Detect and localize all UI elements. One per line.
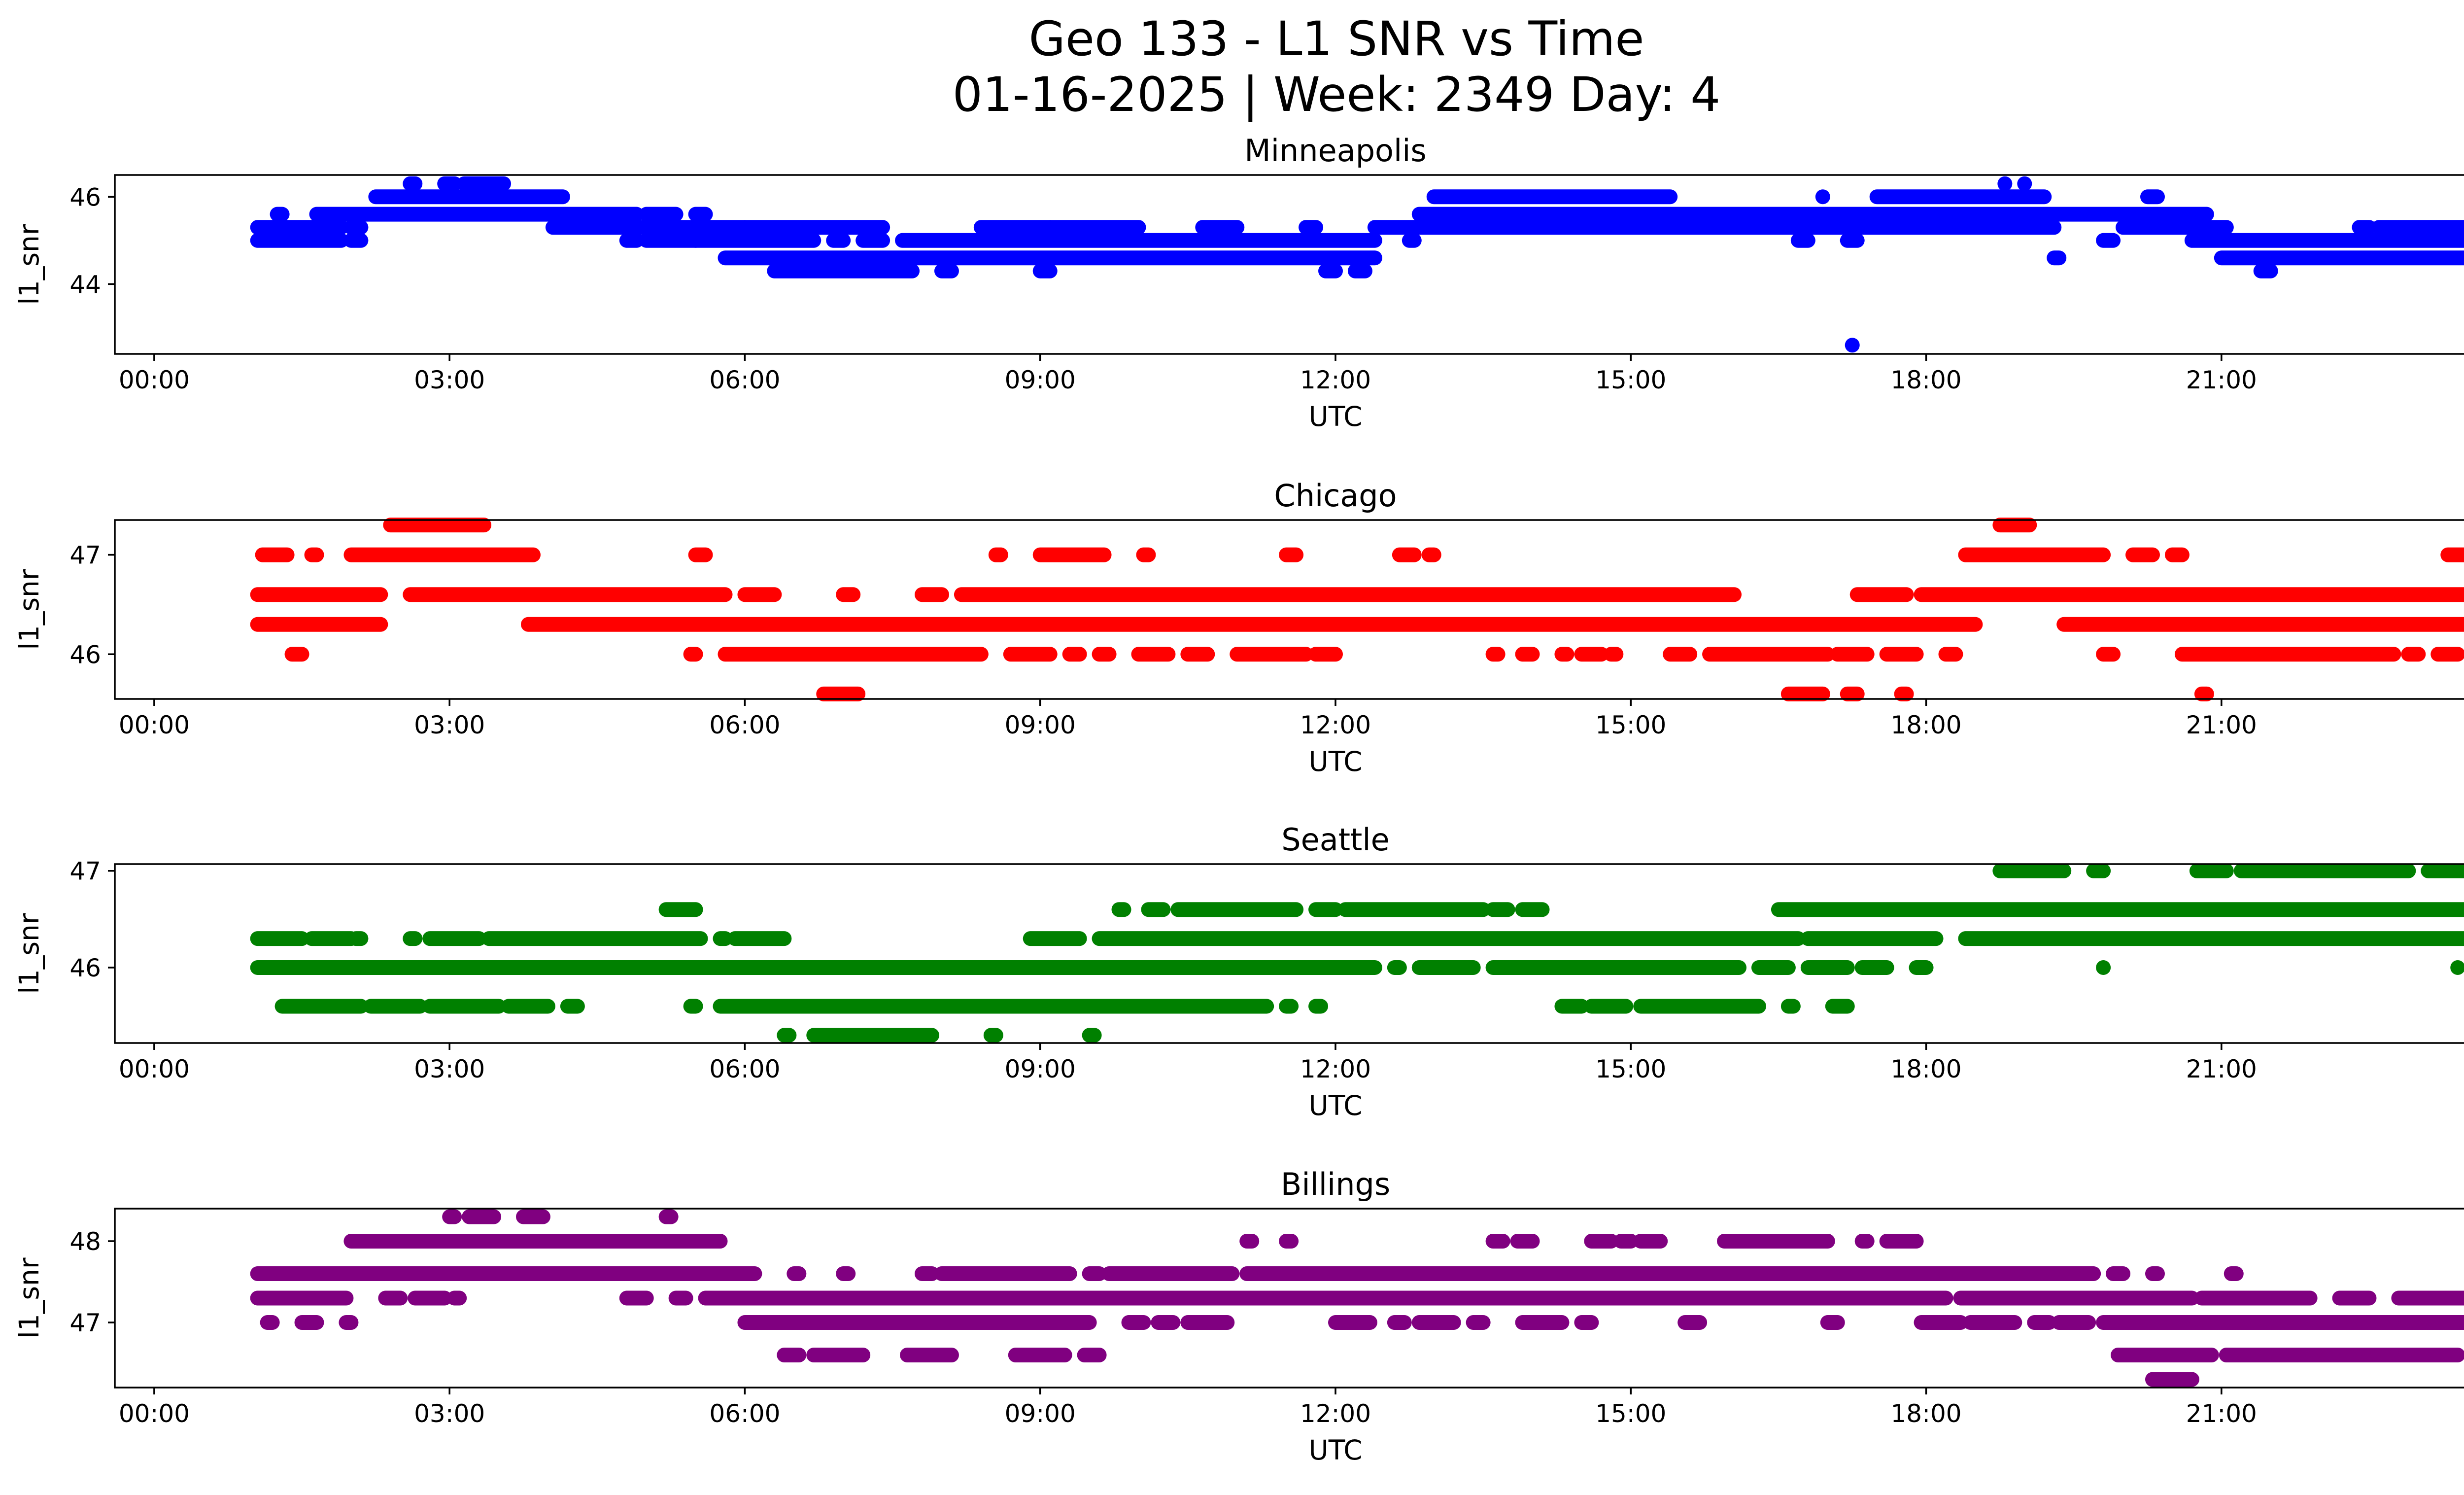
- y-tick-label: 48: [69, 1227, 101, 1256]
- x-axis-label: UTC: [1308, 1090, 1362, 1121]
- y-tick-label: 46: [69, 640, 101, 669]
- panel-minneapolis: Minneapolis 00:00 03:00 06:00 09:00 12:00 15:0…: [13, 133, 2464, 432]
- data-point: [1042, 220, 1058, 235]
- x-tick-label: 15:00: [1595, 366, 1666, 394]
- panel-billings: Billings 00:00 03:00 06:00 09:00 12:00 15:00 18…: [13, 1166, 2464, 1466]
- data-point: [688, 233, 703, 248]
- axes-frame: [114, 863, 2464, 1044]
- x-axis-label: UTC: [1308, 1434, 1362, 1466]
- x-tick-label: 15:00: [1595, 711, 1666, 739]
- x-tick-label: 06:00: [709, 711, 780, 739]
- x-axis-label: UTC: [1308, 401, 1362, 432]
- y-axis-label: l1_snr: [13, 224, 45, 305]
- y-tick-label: 46: [69, 183, 101, 211]
- panel-chicago: Chicago 00:00 03:00 06:00 09:00 12:00 15:00 18:…: [13, 478, 2464, 777]
- panel-title: Billings: [1281, 1166, 1390, 1202]
- x-tick-label: 12:00: [1300, 366, 1371, 394]
- panel-title: Seattle: [1281, 822, 1389, 858]
- y-axis-label: l1_snr: [13, 1257, 45, 1338]
- x-tick-label: 03:00: [414, 366, 485, 394]
- y-tick-label: 46: [69, 954, 101, 982]
- figure-title-line1: Geo 133 - L1 SNR vs Time: [1029, 11, 1644, 67]
- x-tick-label: 12:00: [1300, 1055, 1371, 1083]
- y-tick-label: 44: [69, 270, 101, 299]
- x-tick-label: 15:00: [1595, 1399, 1666, 1428]
- x-tick-label: 03:00: [414, 1055, 485, 1083]
- y-axis-label: l1_snr: [13, 569, 45, 650]
- data-point: [2017, 176, 2032, 191]
- x-tick-label: 06:00: [709, 1055, 780, 1083]
- panel-title: Minneapolis: [1244, 133, 1427, 169]
- data-point: [1997, 176, 2013, 191]
- x-tick-label: 09:00: [1005, 1399, 1076, 1428]
- series-markers: [250, 176, 2464, 353]
- panel-seattle: Seattle 00:00 03:00 06:00 09:00 12:00 15:00 18:…: [13, 822, 2464, 1121]
- data-point: [1845, 338, 1860, 353]
- series-markers: [250, 1209, 2464, 1387]
- x-tick-label: 18:00: [1891, 366, 1962, 394]
- x-tick-label: 18:00: [1891, 1399, 1962, 1428]
- data-point: [2096, 960, 2111, 975]
- data-point: [2450, 960, 2464, 975]
- x-tick-label: 18:00: [1891, 711, 1962, 739]
- x-tick-label: 00:00: [119, 711, 190, 739]
- y-tick-label: 47: [69, 541, 101, 570]
- x-tick-label: 21:00: [2186, 711, 2257, 739]
- y-tick-label: 47: [69, 857, 101, 886]
- panel-title: Chicago: [1274, 478, 1397, 514]
- x-tick-label: 09:00: [1005, 366, 1076, 394]
- panels: Minneapolis 00:00 03:00 06:00 09:00 12:00 15:0…: [13, 133, 2464, 1466]
- x-tick-label: 03:00: [414, 1399, 485, 1428]
- y-tick-label: 47: [69, 1309, 101, 1337]
- x-tick-label: 06:00: [709, 366, 780, 394]
- y-axis-label: l1_snr: [13, 913, 45, 994]
- x-axis-label: UTC: [1308, 746, 1362, 777]
- x-tick-label: 21:00: [2186, 1055, 2257, 1083]
- series-markers: [250, 863, 2464, 1043]
- data-point: [737, 220, 753, 235]
- axes-frame: [114, 519, 2464, 700]
- x-tick-label: 12:00: [1300, 711, 1371, 739]
- x-tick-label: 18:00: [1891, 1055, 1962, 1083]
- x-tick-label: 09:00: [1005, 711, 1076, 739]
- series-markers: [250, 518, 2464, 701]
- x-tick-label: 21:00: [2186, 366, 2257, 394]
- data-point: [1815, 189, 1830, 205]
- x-tick-label: 09:00: [1005, 1055, 1076, 1083]
- x-tick-label: 03:00: [414, 711, 485, 739]
- x-tick-label: 00:00: [119, 1399, 190, 1428]
- x-tick-label: 06:00: [709, 1399, 780, 1428]
- x-tick-label: 00:00: [119, 366, 190, 394]
- x-tick-label: 00:00: [119, 1055, 190, 1083]
- figure-title-line2: 01-16-2025 | Week: 2349 Day: 4: [953, 67, 1721, 123]
- x-tick-label: 15:00: [1595, 1055, 1666, 1083]
- x-tick-label: 21:00: [2186, 1399, 2257, 1428]
- x-tick-label: 12:00: [1300, 1399, 1371, 1428]
